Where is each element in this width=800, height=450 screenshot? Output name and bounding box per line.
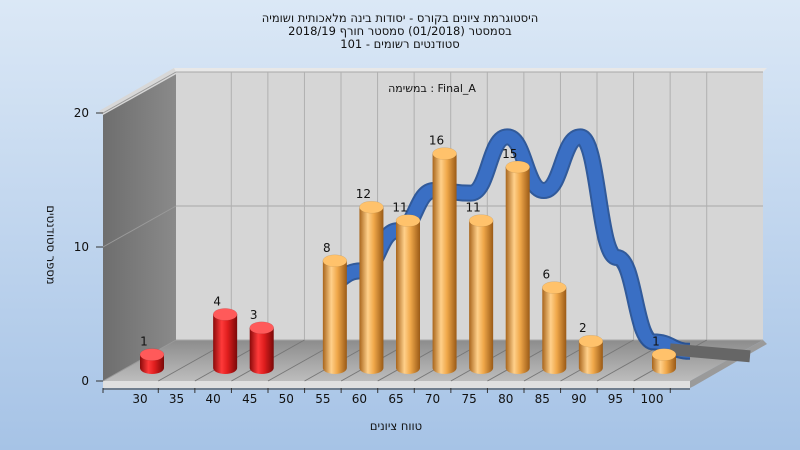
- side-wall-rim: [99, 68, 180, 115]
- bar-value-label: 6: [542, 268, 550, 282]
- curve-tail: [669, 343, 751, 363]
- y-tick-label: 20: [74, 106, 89, 120]
- x-tick-label: 65: [388, 392, 403, 406]
- bar-top: [395, 214, 421, 227]
- bar-value-label: 2: [579, 321, 587, 335]
- chart-title-line-1: היסטוגרמת ציונים בקורס - יסודות בינה מלא…: [262, 11, 538, 25]
- x-tick-label: 90: [571, 392, 586, 406]
- x-axis-title: טווח ציונים: [370, 419, 422, 433]
- bar-80: 15: [502, 147, 530, 374]
- y-tick-label: 10: [74, 240, 89, 254]
- bar-body: [469, 220, 494, 374]
- chart-title-line-3: סטודנטים רשומים - 101: [340, 37, 459, 51]
- bar-value-label: 4: [213, 294, 221, 308]
- bar-top: [212, 308, 238, 321]
- bar-top: [578, 334, 604, 348]
- bar-top: [432, 147, 457, 160]
- bar-value-label: 12: [356, 187, 371, 201]
- bar-65: 11: [392, 201, 421, 374]
- bar-body: [213, 314, 238, 374]
- bar-body: [396, 220, 420, 374]
- bar-top: [468, 214, 494, 227]
- distribution-curve: [323, 128, 751, 363]
- bar-100: 1: [651, 335, 677, 374]
- floor-front-edge: [103, 381, 690, 388]
- curve-line: [323, 130, 691, 358]
- bar-55: 8: [322, 241, 348, 374]
- bar-40: 4: [212, 294, 238, 374]
- bar-value-label: 16: [429, 134, 444, 148]
- bar-top: [359, 200, 384, 214]
- bar-70: 16: [429, 134, 457, 374]
- bar-body: [432, 153, 457, 374]
- y-axis-title: מספר סטודנטים: [44, 205, 58, 284]
- bar-body: [359, 207, 384, 374]
- x-tick-label: 75: [462, 392, 477, 406]
- x-tick-label: 40: [206, 392, 221, 406]
- y-tick-label: 0: [81, 374, 89, 388]
- bar-30: 1: [139, 335, 165, 374]
- axis-layer: 0 10 20 30 35 40 45 50 55 60 65 70 75 80 85 90 95 100: [74, 106, 690, 406]
- x-tick-label: 85: [535, 392, 550, 406]
- x-tick-label: 100: [641, 392, 664, 406]
- h-gridline-side: [102, 205, 177, 248]
- x-tick-label: 60: [352, 392, 367, 406]
- bar-body: [542, 287, 567, 374]
- bar-75: 11: [466, 201, 494, 374]
- x-tick-label: 35: [169, 392, 184, 406]
- bar-top: [249, 321, 274, 335]
- x-tick-label: 45: [242, 392, 257, 406]
- bar-top: [542, 281, 567, 294]
- bar-layer: 1 4 3 8 12 11 16 11 15 6 2 1: [139, 134, 677, 375]
- bar-top: [139, 348, 165, 361]
- bar-value-label: 1: [652, 335, 660, 349]
- chart-title-line-2: בסמסטר (01/2018) סמסטר חורף 2018/19: [288, 24, 512, 38]
- h-gridline-side: [102, 339, 177, 382]
- bar-90: 2: [578, 321, 604, 374]
- x-tick-label: 55: [315, 392, 330, 406]
- bar-60: 12: [356, 187, 384, 374]
- bar-value-label: 11: [466, 201, 481, 215]
- bar-value-label: 11: [392, 201, 407, 215]
- x-tick-label: 30: [132, 392, 147, 406]
- bar-45: 3: [249, 308, 274, 375]
- x-tick-label: 70: [425, 392, 440, 406]
- bar-body: [322, 260, 347, 374]
- chart-subtitle: במשימה : Final_A: [388, 82, 476, 95]
- bar-value-label: 3: [250, 308, 258, 322]
- bar-top: [505, 160, 530, 174]
- x-tick-label: 80: [498, 392, 513, 406]
- back-wall-rim: [174, 68, 767, 72]
- bar-top: [322, 254, 348, 268]
- bar-value-label: 15: [502, 147, 517, 161]
- bar-top: [651, 348, 677, 361]
- bar-85: 6: [542, 268, 567, 374]
- bar-body: [578, 341, 603, 374]
- bar-body: [505, 167, 530, 374]
- x-tick-label: 50: [279, 392, 294, 406]
- bar-body: [249, 327, 274, 375]
- bar-value-label: 1: [140, 335, 148, 349]
- bar-value-label: 8: [323, 241, 331, 255]
- x-tick-label: 95: [608, 392, 623, 406]
- h-gridline-side: [102, 71, 177, 114]
